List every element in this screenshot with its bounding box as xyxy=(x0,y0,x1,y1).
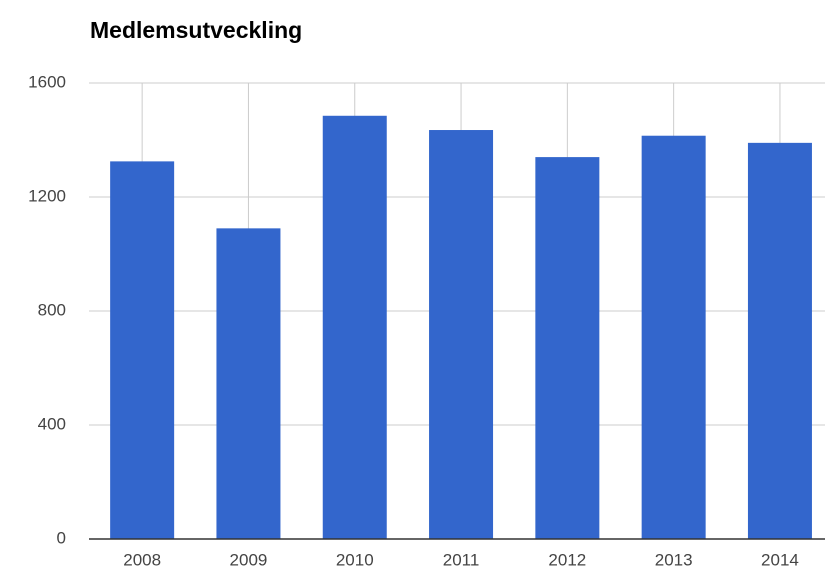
x-tick-label: 2008 xyxy=(123,550,161,569)
bar xyxy=(747,142,812,539)
bar xyxy=(216,228,281,539)
y-tick-label: 1200 xyxy=(28,186,66,205)
x-tick-label: 2013 xyxy=(655,550,693,569)
x-tick-label: 2014 xyxy=(761,550,799,569)
bar xyxy=(429,130,494,539)
x-tick-label: 2012 xyxy=(548,550,586,569)
bar xyxy=(641,135,706,539)
chart-title: Medlemsutveckling xyxy=(90,17,302,43)
y-tick-label: 0 xyxy=(57,528,66,547)
x-tick-label: 2010 xyxy=(336,550,374,569)
y-tick-label: 800 xyxy=(38,300,66,319)
x-tick-label: 2011 xyxy=(443,550,480,569)
y-tick-label: 400 xyxy=(38,414,66,433)
bar xyxy=(322,115,387,540)
x-tick-label: 2009 xyxy=(230,550,268,569)
bar xyxy=(110,161,175,539)
bar xyxy=(535,157,600,539)
y-tick-label: 1600 xyxy=(28,72,66,91)
